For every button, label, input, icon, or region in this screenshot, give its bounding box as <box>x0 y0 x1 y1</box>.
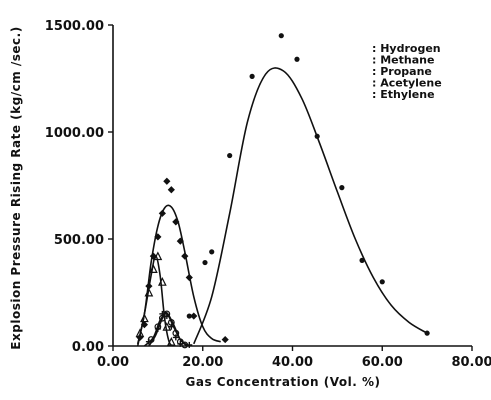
point-methane <box>158 209 166 217</box>
point-methane <box>149 252 157 260</box>
point-methane <box>185 273 193 282</box>
point-methane <box>163 177 171 185</box>
point-ethylene <box>163 310 171 318</box>
legend-item-methane: : Methane <box>372 54 434 67</box>
point-propane <box>166 336 176 346</box>
point-propane <box>149 264 158 273</box>
y-tick-label: 1500.00 <box>45 19 104 34</box>
x-tick-label: 60.00 <box>362 355 403 370</box>
y-tick-label: 500.00 <box>54 233 104 248</box>
fitted-curves <box>136 67 428 347</box>
point-propane <box>144 287 154 297</box>
tick-labels: 0.00 20.00 40.00 60.00 80.00 0.00 500.00 1000.0… <box>45 19 491 370</box>
point-propane <box>140 313 149 323</box>
point-methane <box>172 218 180 226</box>
x-tick-label: 0.00 <box>97 355 129 370</box>
point-hydrogen <box>186 313 192 319</box>
point-propane <box>157 277 167 286</box>
point-propane <box>153 251 163 261</box>
x-tick-label: 80.00 <box>451 355 491 370</box>
legend-item-hydrogen: : Hydrogen <box>372 42 441 55</box>
point-hydrogen <box>278 33 284 39</box>
point-hydrogen <box>249 73 255 79</box>
data-points <box>135 33 430 349</box>
legend-item-acetylene: : Acetylene <box>372 77 442 90</box>
y-tick-label: 1000.00 <box>45 126 104 141</box>
point-methane <box>176 237 184 245</box>
curve-hydrogen <box>193 67 428 345</box>
point-hydrogen <box>202 259 208 266</box>
point-propane <box>135 328 145 338</box>
point-methane <box>221 335 229 344</box>
x-tick-label: 40.00 <box>272 355 313 370</box>
point-hydrogen <box>379 279 385 285</box>
legend: : Hydrogen: Methane: Propane: Acetylene:… <box>372 42 442 101</box>
curve-ethylene <box>148 311 188 347</box>
point-ethylene <box>172 329 180 337</box>
point-ethylene <box>176 338 184 346</box>
point-ethylene <box>147 336 155 343</box>
y-tick-label: 0.00 <box>72 340 104 355</box>
point-hydrogen <box>359 257 365 263</box>
point-ethylene <box>158 314 166 322</box>
point-hydrogen <box>424 330 430 336</box>
point-hydrogen <box>227 152 233 159</box>
x-tick-label: 20.00 <box>182 355 223 370</box>
point-hydrogen <box>209 249 215 255</box>
point-ethylene <box>154 323 162 331</box>
y-axis-label: Explosion Pressure Rising Rate (kg/cm /s… <box>9 26 23 349</box>
curve-methane <box>136 204 221 345</box>
point-hydrogen <box>339 185 345 191</box>
point-methane <box>154 233 162 241</box>
point-methane <box>136 333 144 342</box>
point-ethylene <box>167 319 175 326</box>
point-ethylene <box>181 341 189 349</box>
point-methane <box>181 252 189 260</box>
curve-propane <box>136 255 175 347</box>
legend-item-propane: : Propane <box>372 65 432 78</box>
point-methane <box>140 321 149 329</box>
point-hydrogen <box>314 133 320 139</box>
point-methane <box>167 186 175 194</box>
legend-item-ethylene: : Ethylene <box>372 88 435 101</box>
point-methane <box>145 282 153 290</box>
point-methane <box>190 312 198 320</box>
x-axis-label: Gas Concentration (Vol. %) <box>186 375 381 389</box>
point-hydrogen <box>294 56 300 62</box>
